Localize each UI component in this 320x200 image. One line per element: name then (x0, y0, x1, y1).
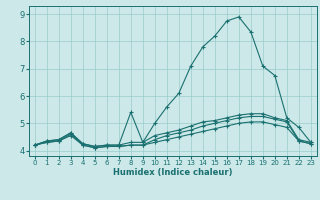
X-axis label: Humidex (Indice chaleur): Humidex (Indice chaleur) (113, 168, 233, 177)
